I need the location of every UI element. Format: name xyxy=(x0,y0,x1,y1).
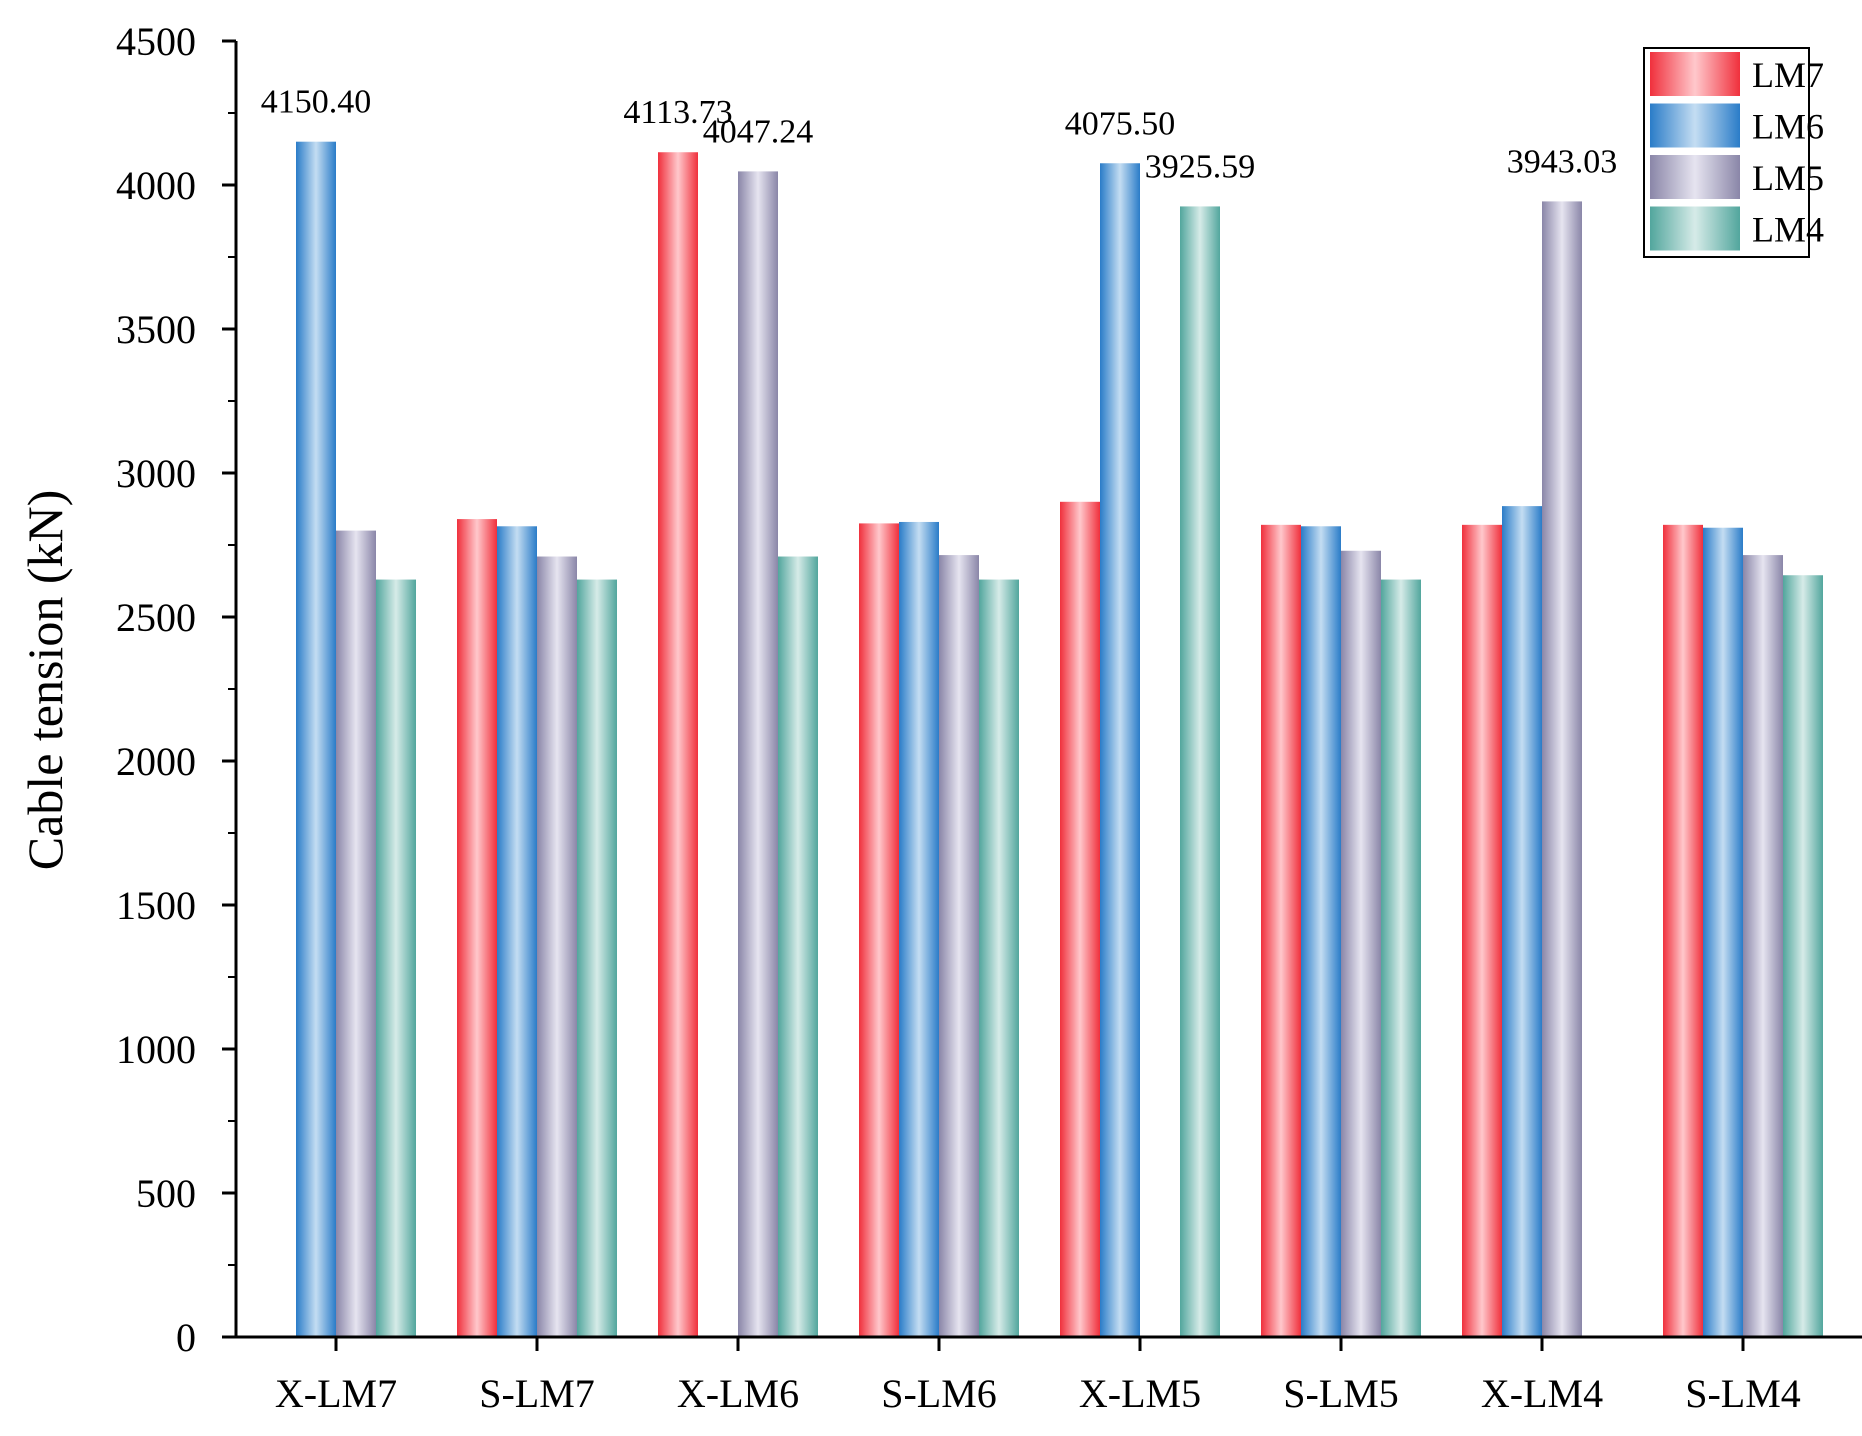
x-tick-label-S-LM7: S-LM7 xyxy=(479,1371,595,1416)
y-tick-label-4000: 4000 xyxy=(116,163,196,208)
legend-swatch-LM6 xyxy=(1650,103,1740,148)
bar-X-LM5-LM6 xyxy=(1100,163,1140,1338)
data-label-X-LM4-LM5: 3943.03 xyxy=(1507,143,1618,180)
y-tick-label-3500: 3500 xyxy=(116,307,196,352)
y-tick-label-2500: 2500 xyxy=(116,595,196,640)
bar-S-LM6-LM5 xyxy=(939,555,979,1337)
legend-label-LM6: LM6 xyxy=(1752,107,1824,147)
bar-X-LM5-LM7 xyxy=(1060,501,1100,1337)
y-tick-label-4500: 4500 xyxy=(116,19,196,64)
data-label-X-LM6-LM7: 4113.73 xyxy=(623,94,732,131)
bar-S-LM5-LM4 xyxy=(1381,579,1421,1337)
y-tick-label-1000: 1000 xyxy=(116,1027,196,1072)
bar-X-LM7-LM4 xyxy=(376,579,416,1337)
bar-X-LM6-LM4 xyxy=(778,556,818,1337)
x-tick-label-X-LM4: X-LM4 xyxy=(1481,1371,1603,1416)
data-label-X-LM7-LM6: 4150.40 xyxy=(261,84,372,121)
y-axis-title: Cable tension (kN) xyxy=(17,490,73,870)
bar-X-LM6-LM5 xyxy=(738,171,778,1337)
bar-S-LM5-LM5 xyxy=(1341,550,1381,1337)
x-tick-label-X-LM6: X-LM6 xyxy=(677,1371,799,1416)
bar-S-LM6-LM4 xyxy=(979,579,1019,1337)
bars-layer xyxy=(296,141,1823,1338)
bar-S-LM7-LM6 xyxy=(497,526,537,1337)
bar-X-LM7-LM6 xyxy=(296,141,336,1337)
bar-S-LM4-LM7 xyxy=(1663,524,1703,1337)
bar-S-LM6-LM7 xyxy=(859,523,899,1337)
data-label-X-LM5-LM6: 4075.50 xyxy=(1065,105,1176,142)
data-label-X-LM5-LM4: 3925.59 xyxy=(1145,148,1256,185)
x-tick-label-X-LM7: X-LM7 xyxy=(275,1371,397,1416)
bar-X-LM4-LM5 xyxy=(1542,201,1582,1338)
bar-X-LM4-LM7 xyxy=(1462,524,1502,1337)
bar-S-LM5-LM6 xyxy=(1301,526,1341,1337)
x-tick-label-S-LM4: S-LM4 xyxy=(1685,1371,1801,1416)
legend-label-LM5: LM5 xyxy=(1752,158,1824,198)
bar-S-LM4-LM5 xyxy=(1743,555,1783,1337)
y-tick-label-2000: 2000 xyxy=(116,739,196,784)
bar-S-LM6-LM6 xyxy=(899,521,939,1337)
bar-S-LM7-LM4 xyxy=(577,579,617,1337)
bar-S-LM7-LM5 xyxy=(537,556,577,1337)
bar-S-LM4-LM6 xyxy=(1703,527,1743,1337)
data-label-X-LM6-LM5: 4047.24 xyxy=(703,113,814,150)
bar-X-LM5-LM4 xyxy=(1180,206,1220,1338)
bar-S-LM4-LM4 xyxy=(1783,575,1823,1337)
bar-X-LM7-LM5 xyxy=(336,530,376,1337)
y-tick-label-1500: 1500 xyxy=(116,883,196,928)
y-tick-label-0: 0 xyxy=(176,1315,196,1360)
legend-swatch-LM7 xyxy=(1650,52,1740,96)
axes-layer: 0 500 1000 1500 2000 2500 3000 3500 4000 4500 X-LM… xyxy=(116,19,1862,1416)
bar-X-LM6-LM7 xyxy=(658,152,698,1338)
bar-X-LM4-LM6 xyxy=(1502,506,1542,1337)
legend-swatch-LM5 xyxy=(1650,155,1740,199)
y-tick-label-500: 500 xyxy=(136,1171,196,1216)
bar-S-LM7-LM7 xyxy=(457,519,497,1337)
y-tick-label-3000: 3000 xyxy=(116,451,196,496)
x-tick-label-X-LM5: X-LM5 xyxy=(1079,1371,1201,1416)
x-tick-label-S-LM5: S-LM5 xyxy=(1283,1371,1399,1416)
legend-swatch-LM4 xyxy=(1650,206,1740,251)
x-tick-label-S-LM6: S-LM6 xyxy=(881,1371,997,1416)
legend-label-LM7: LM7 xyxy=(1752,55,1824,95)
legend: LM7 LM6 LM5 LM4 xyxy=(1643,47,1824,258)
bar-S-LM5-LM7 xyxy=(1261,524,1301,1337)
legend-label-LM4: LM4 xyxy=(1752,210,1824,250)
